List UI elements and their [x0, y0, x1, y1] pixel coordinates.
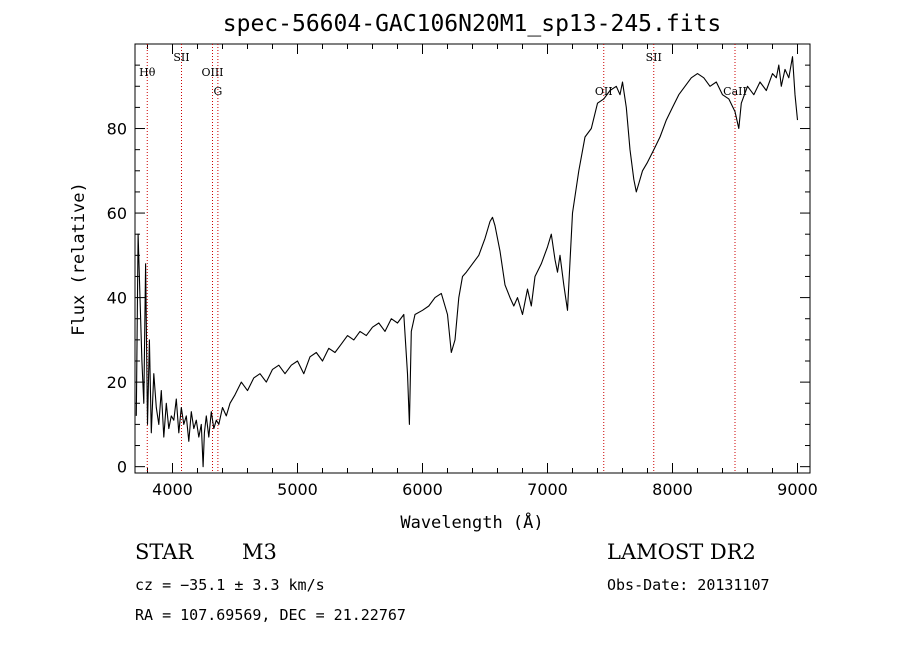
spectrum-line — [135, 56, 799, 468]
y-tick-label: 60 — [107, 204, 127, 223]
spectral-line-label: CaII — [723, 85, 747, 98]
y-tick-label: 80 — [107, 120, 127, 139]
chart-title: spec-56604-GAC106N20M1_sp13-245.fits — [223, 11, 722, 37]
spectral-line-label: OII — [595, 85, 613, 98]
y-tick-label: 40 — [107, 289, 127, 308]
spectral-line-label: G — [213, 85, 222, 98]
y-tick-label: 20 — [107, 373, 127, 392]
x-tick-label: 9000 — [777, 480, 818, 499]
info-panel: STAR M3 LAMOST DR2 cz = −35.1 ± 3.3 km/s… — [135, 540, 770, 624]
observation-date: Obs-Date: 20131107 — [607, 576, 770, 594]
redshift-velocity: cz = −35.1 ± 3.3 km/s — [135, 576, 325, 594]
spectral-line-label: SII — [646, 51, 662, 64]
object-class: STAR — [135, 540, 194, 564]
x-axis-label: Wavelength (Å) — [400, 511, 543, 533]
object-subclass: M3 — [242, 540, 277, 564]
x-tick-label: 5000 — [277, 480, 318, 499]
spectral-line-label: Hθ — [139, 66, 156, 79]
x-tick-label: 6000 — [402, 480, 443, 499]
y-tick-label: 0 — [117, 458, 127, 477]
plot-area: 4000 5000 6000 7000 8000 9000 0 20 40 60 80 Hθ SII OI… — [107, 43, 818, 499]
plot-frame — [134, 43, 811, 474]
y-axis-label: Flux (relative) — [69, 182, 89, 336]
spectral-line-label: OIII — [201, 66, 223, 79]
survey-name: LAMOST DR2 — [607, 540, 756, 564]
coordinates: RA = 107.69569, DEC = 21.22767 — [135, 606, 406, 624]
x-tick-label: 7000 — [527, 480, 568, 499]
x-tick-label: 4000 — [152, 480, 193, 499]
spectral-line-label: SII — [173, 51, 189, 64]
x-tick-label: 8000 — [652, 480, 693, 499]
